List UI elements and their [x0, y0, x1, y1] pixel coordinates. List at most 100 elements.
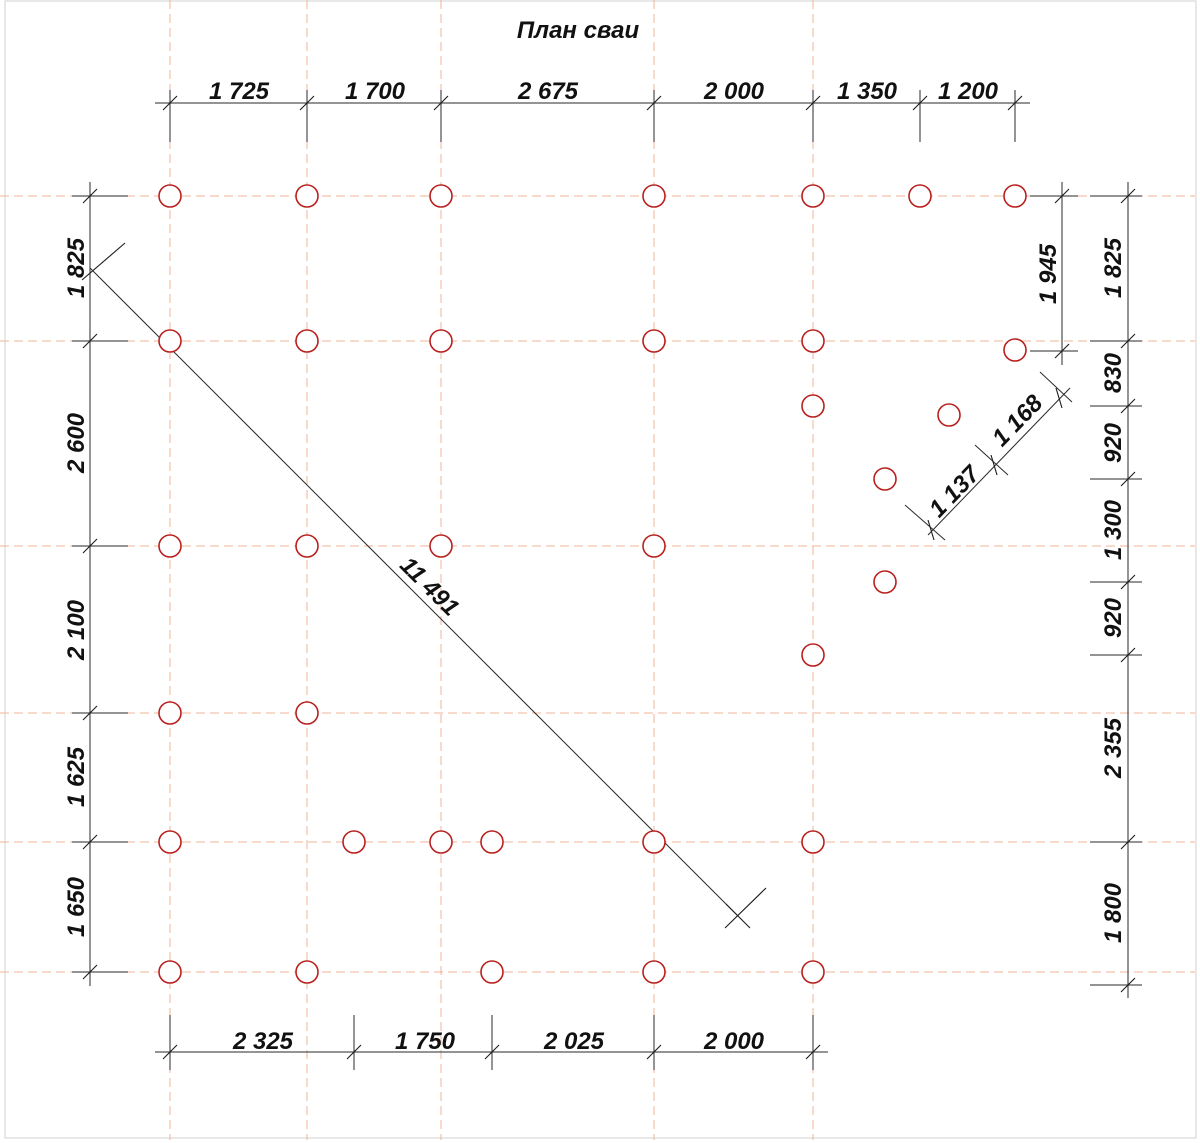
right-dimension-label: 1 800 — [1100, 882, 1127, 943]
pile — [642, 329, 666, 353]
pile — [642, 830, 666, 854]
pile — [158, 184, 182, 208]
pile — [1003, 338, 1027, 362]
pile — [480, 960, 504, 984]
pile — [642, 184, 666, 208]
pile — [295, 701, 319, 725]
top-dimension-label: 1 350 — [837, 78, 898, 105]
dimension-tick — [1120, 574, 1136, 590]
right-dimension-label: 830 — [1100, 352, 1127, 393]
extension-line — [1039, 371, 1073, 403]
pile — [873, 570, 897, 594]
dimension-tick — [646, 95, 662, 111]
pile — [801, 184, 825, 208]
pile — [158, 329, 182, 353]
dimension-tick — [81, 242, 126, 281]
bottom-dimension-label: 2 325 — [232, 1028, 294, 1055]
dimension-tick — [1120, 398, 1136, 414]
skew-dimension-label: 1 137 — [924, 460, 986, 523]
pile — [158, 960, 182, 984]
dimension-tick — [1120, 834, 1136, 850]
dimension-tick — [82, 538, 98, 554]
pile — [295, 960, 319, 984]
pile — [158, 830, 182, 854]
pile — [158, 534, 182, 558]
dimension-tick — [927, 519, 935, 541]
left-dimension-label: 1 650 — [63, 876, 90, 937]
dimension-tick — [990, 454, 998, 476]
drawing-frame — [4, 0, 1197, 1139]
dimension-tick — [346, 1044, 362, 1060]
dimension-tick — [725, 903, 751, 929]
pile — [642, 960, 666, 984]
pile — [801, 329, 825, 353]
left-dimension-label: 2 600 — [63, 412, 90, 474]
dimension-tick — [912, 95, 928, 111]
bottom-dimension-label: 2 025 — [543, 1028, 605, 1055]
left-dimension-label: 1 625 — [63, 746, 90, 807]
dimension-tick — [646, 1044, 662, 1060]
dimension-tick — [1120, 977, 1136, 993]
dimension-tick — [805, 95, 821, 111]
dimension-tick — [1120, 471, 1136, 487]
right-dimension-label: 2 355 — [1100, 717, 1127, 779]
dimension-tick — [299, 95, 315, 111]
top-dimension-label: 1 200 — [938, 78, 999, 105]
extension-line — [974, 444, 1009, 476]
dimension-tick — [162, 1044, 178, 1060]
pile — [908, 184, 932, 208]
top-dimension-label: 1 725 — [209, 78, 270, 105]
dimension-tick — [805, 1044, 821, 1060]
pile — [295, 329, 319, 353]
right-dimension-label: 920 — [1100, 422, 1127, 463]
pile — [480, 830, 504, 854]
diagonal-dimension-line — [89, 267, 739, 917]
dimension-tick — [1120, 188, 1136, 204]
dimension-tick — [724, 887, 767, 929]
pile — [158, 701, 182, 725]
dimension-labels: 1 725 1 700 2 675 2 000 1 350 1 200 2 32… — [63, 78, 1127, 1055]
diagonal-dimension-label: 11 491 — [394, 552, 464, 622]
top-dimension-label: 2 675 — [517, 78, 579, 105]
dimension-lines — [72, 90, 1142, 1070]
dimension-tick — [82, 333, 98, 349]
left-dimension-label: 1 825 — [63, 237, 90, 298]
inner-dimension-label: 1 945 — [1035, 243, 1062, 304]
dimension-tick — [433, 95, 449, 111]
dimension-tick — [162, 95, 178, 111]
pile — [801, 394, 825, 418]
skew-dimension-line — [927, 387, 1071, 536]
dimension-tick — [1120, 647, 1136, 663]
piles — [158, 184, 1027, 984]
pile — [801, 830, 825, 854]
left-dimension-label: 2 100 — [63, 599, 90, 661]
pile — [1003, 184, 1027, 208]
pile — [295, 534, 319, 558]
pile — [801, 960, 825, 984]
pile — [429, 534, 453, 558]
dimension-tick — [82, 188, 98, 204]
pile — [429, 184, 453, 208]
pile — [429, 830, 453, 854]
right-dimension-label: 920 — [1100, 597, 1127, 638]
top-dimension-label: 1 700 — [345, 78, 406, 105]
dimension-tick — [82, 705, 98, 721]
pile — [429, 329, 453, 353]
pile — [873, 467, 897, 491]
extension-line — [904, 504, 946, 541]
dimension-tick — [1007, 95, 1023, 111]
pile — [642, 534, 666, 558]
top-dimension-label: 2 000 — [703, 78, 765, 105]
dimension-tick — [484, 1044, 500, 1060]
dimension-tick — [1054, 188, 1070, 204]
pile — [342, 830, 366, 854]
right-dimension-label: 1 300 — [1100, 499, 1127, 560]
right-dimension-label: 1 825 — [1100, 237, 1127, 298]
bottom-dimension-label: 2 000 — [703, 1028, 765, 1055]
bottom-dimension-label: 1 750 — [395, 1028, 456, 1055]
drawing-title: План сваи — [517, 17, 640, 44]
dimension-tick — [1055, 387, 1063, 409]
dimension-tick — [1120, 333, 1136, 349]
dimension-tick — [82, 964, 98, 980]
